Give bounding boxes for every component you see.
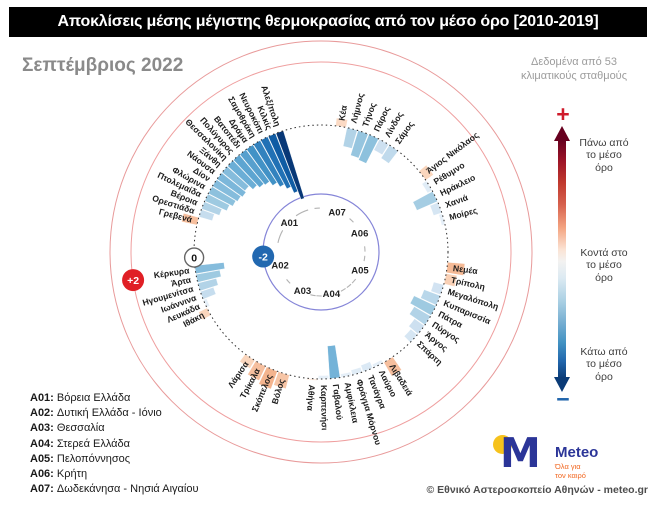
station-bar bbox=[239, 149, 270, 186]
colorbar-bottom-arrow-icon bbox=[554, 377, 570, 392]
station-label: Αθήνα bbox=[305, 384, 317, 412]
axis-marker-0 bbox=[183, 247, 205, 268]
station-bar bbox=[198, 307, 212, 321]
data-source-note: Δεδομένα από 53 κλιματικούς σταθμούς bbox=[520, 56, 627, 82]
sector-divider-arc bbox=[349, 218, 354, 223]
sector-label: A03 bbox=[294, 286, 311, 297]
station-bar bbox=[340, 371, 352, 378]
colorbar-gradient bbox=[558, 140, 566, 378]
sector-label: A02 bbox=[271, 261, 288, 272]
station-bar bbox=[253, 140, 285, 188]
station-bar bbox=[212, 179, 242, 202]
legend-item: A02: Δυτική Ελλάδα - Ιόνιο bbox=[30, 407, 162, 420]
regions-legend: A01: Βόρεια Ελλάδα A02: Δυτική Ελλάδα - Ι… bbox=[30, 391, 198, 497]
station-bar bbox=[342, 127, 358, 149]
station-bar bbox=[216, 172, 247, 198]
sector-label: A01 bbox=[281, 218, 299, 229]
copyright-text: © Εθνικό Αστεροσκοπείο Αθηνών - meteo.gr bbox=[426, 484, 648, 496]
station-bar bbox=[358, 134, 379, 164]
minus2-reference-circle bbox=[262, 193, 380, 311]
axis-marker-label: +2 bbox=[127, 275, 139, 287]
station-bar bbox=[195, 269, 222, 283]
sector-divider-arc bbox=[363, 255, 366, 262]
colorbar-plus-sign: + bbox=[556, 101, 570, 127]
sector-divider-arc bbox=[277, 230, 284, 243]
station-bar bbox=[335, 117, 348, 128]
sector-divider-arc bbox=[310, 294, 316, 297]
zero-dashed-circle bbox=[193, 124, 449, 380]
station-bar bbox=[420, 289, 441, 306]
station-bar bbox=[239, 353, 256, 369]
axis-marker-+2 bbox=[122, 269, 145, 292]
axis-marker-label: -2 bbox=[259, 251, 268, 263]
colorbar-label-below: Κάτω από το μέσο όρο bbox=[580, 346, 628, 383]
station-bar bbox=[409, 306, 431, 326]
station-label: Άρτα bbox=[170, 274, 193, 288]
station-bar bbox=[197, 278, 219, 292]
station-bar bbox=[360, 361, 374, 373]
station-label: Νεμέα bbox=[452, 263, 478, 276]
sector-divider-arc bbox=[351, 278, 357, 284]
legend-item: A07: Δωδεκάνησα - Νησιά Αιγαίου bbox=[30, 483, 199, 496]
station-bar bbox=[429, 202, 443, 216]
colorbar-minus-sign: − bbox=[556, 386, 570, 412]
legend-item: A05: Πελοπόννησος bbox=[30, 452, 131, 465]
plus2-reference-circle bbox=[130, 61, 512, 443]
logo-tagline: Όλα για τον καιρό bbox=[555, 462, 586, 481]
station-bar bbox=[246, 144, 278, 186]
station-bar bbox=[443, 273, 458, 287]
title-bar: Αποκλίσεις μέσης μέγιστης θερμοκρασίας α… bbox=[9, 7, 647, 37]
colorbar-label-near: Κοντά στο το μέσο όρο bbox=[580, 247, 628, 284]
sector-divider-arc bbox=[340, 288, 346, 292]
station-bar bbox=[350, 366, 363, 376]
station-label: Κέα bbox=[337, 104, 349, 121]
legend-item: A04: Στερεά Ελλάδα bbox=[30, 437, 131, 450]
station-bar bbox=[208, 186, 237, 207]
legend-item: A06: Κρήτη bbox=[30, 468, 88, 481]
axis-marker-label: 0 bbox=[191, 252, 197, 264]
station-bar bbox=[327, 344, 341, 379]
station-bar bbox=[200, 287, 217, 300]
station-bar bbox=[201, 201, 223, 216]
logo-dot-icon bbox=[493, 435, 512, 454]
sector-label: A05 bbox=[351, 265, 369, 276]
sector-label: A04 bbox=[323, 289, 341, 300]
station-bar bbox=[318, 375, 329, 380]
station-bar bbox=[203, 298, 211, 308]
station-bar bbox=[380, 144, 399, 164]
axis-marker--2 bbox=[252, 245, 275, 268]
logo-m-icon: M bbox=[500, 429, 541, 477]
sector-divider-arc bbox=[295, 209, 309, 217]
outer-boundary-circle bbox=[109, 40, 533, 464]
station-label: Γαβαλού bbox=[331, 384, 345, 421]
station-bar bbox=[306, 377, 318, 381]
station-label: Καρπενήσι bbox=[319, 385, 330, 431]
station-bar bbox=[371, 359, 384, 368]
logo-wordmark: Meteo bbox=[555, 444, 599, 461]
sector-divider-arc bbox=[346, 283, 352, 289]
month-label: Σεπτέμβριος 2022 bbox=[22, 55, 184, 76]
sector-label: A07 bbox=[328, 207, 345, 218]
legend-item: A01: Βόρεια Ελλάδα bbox=[30, 392, 131, 404]
sector-divider-arc bbox=[286, 279, 291, 284]
station-bar bbox=[204, 193, 230, 212]
legend-item: A03: Θεσσαλία bbox=[30, 422, 105, 435]
colorbar-top-arrow-icon bbox=[554, 126, 570, 141]
meteo-logo: M Meteo Όλα για τον καιρό bbox=[487, 429, 652, 483]
station-bar bbox=[194, 262, 225, 274]
station-bar bbox=[403, 328, 418, 343]
station-bar bbox=[267, 133, 298, 194]
sector-label: A06 bbox=[351, 228, 368, 239]
colorbar-label-above: Πάνω από το μέσο όρο bbox=[579, 137, 629, 174]
station-bar bbox=[247, 360, 267, 381]
station-bar bbox=[418, 164, 434, 181]
station-bar bbox=[260, 136, 292, 190]
page-title: Αποκλίσεις μέσης μέγιστης θερμοκρασίας α… bbox=[57, 13, 599, 30]
station-bar bbox=[438, 213, 446, 226]
